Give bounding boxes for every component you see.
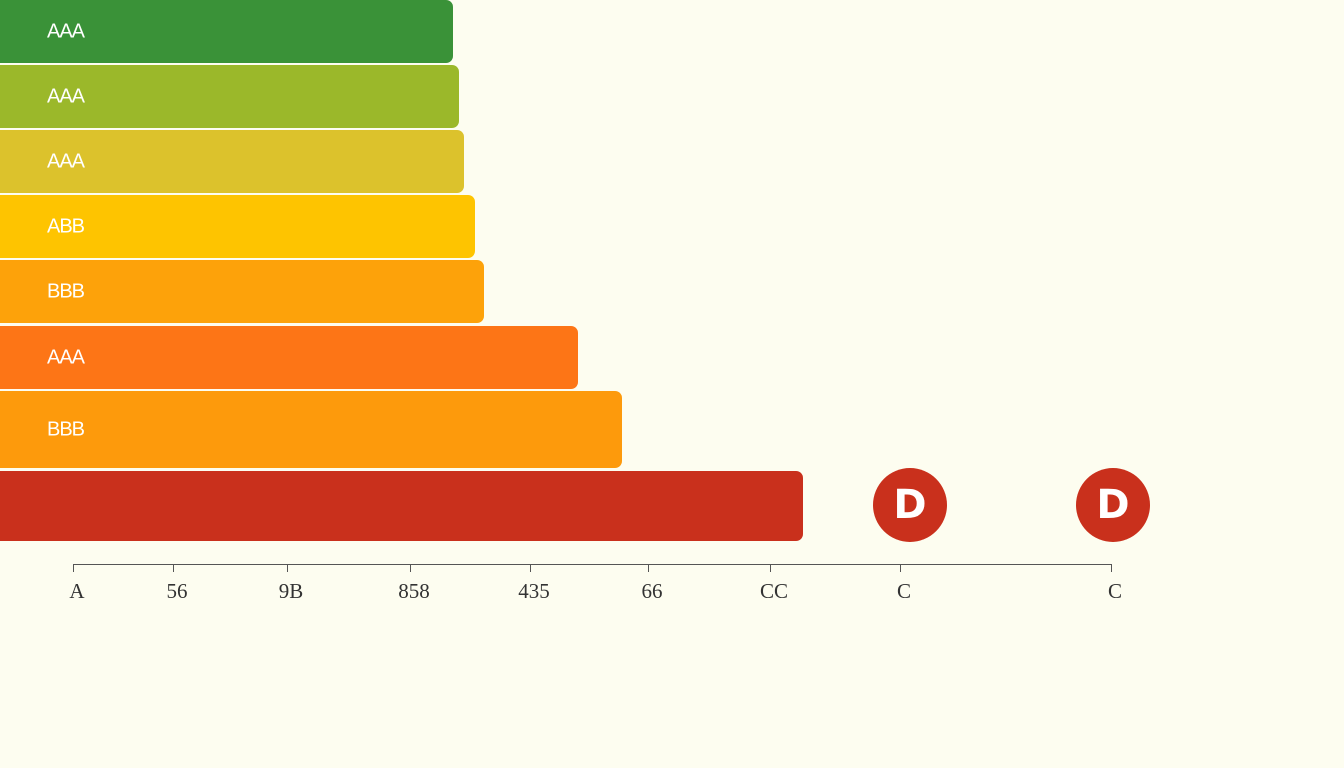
tick-mark [770, 564, 771, 572]
bar: BBB [0, 391, 622, 468]
tick-label: 56 [166, 579, 188, 603]
bar: ABB [0, 195, 475, 258]
tick-label: 9B [278, 579, 304, 603]
bar-label: AAA [47, 20, 85, 42]
bar-label: AAA [47, 150, 85, 172]
bar: AAA [0, 130, 464, 193]
tick-mark [173, 564, 174, 572]
tick-mark [648, 564, 649, 572]
tick-label: C [896, 579, 912, 603]
tick-mark [73, 564, 74, 572]
marker: D [873, 468, 947, 542]
tick-label: 858 [398, 579, 430, 603]
tick-label: 66 [641, 579, 663, 603]
bar-label: AAA [47, 85, 85, 107]
tick-label: CC [759, 579, 789, 603]
bar: AAA [0, 0, 453, 63]
tick-label: 435 [518, 579, 550, 603]
bar-label: BBB [47, 418, 85, 440]
bar-label: ABB [47, 215, 85, 237]
bar [0, 471, 803, 541]
tick-mark [410, 564, 411, 572]
axis-line [73, 564, 1111, 565]
tick-label: A [69, 579, 85, 603]
tick-mark [1111, 564, 1112, 572]
tick-mark [287, 564, 288, 572]
marker: D [1076, 468, 1150, 542]
tick-label: C [1107, 579, 1123, 603]
bar: BBB [0, 260, 484, 323]
tick-mark [530, 564, 531, 572]
bar-label: BBB [47, 280, 85, 302]
tick-mark [900, 564, 901, 572]
bar-label: AAA [47, 346, 85, 368]
bar: AAA [0, 326, 578, 389]
bar: AAA [0, 65, 459, 128]
